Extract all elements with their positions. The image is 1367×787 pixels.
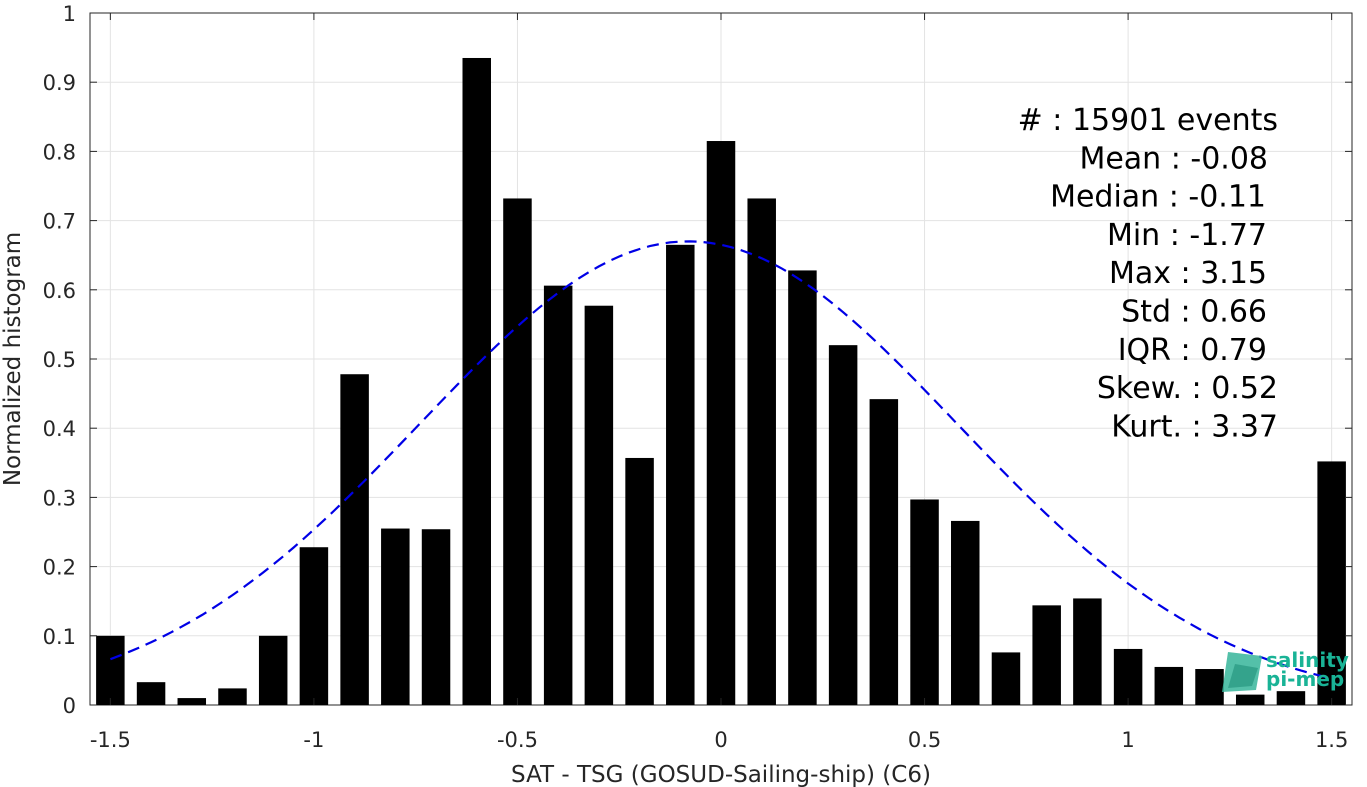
logo-text-line1: salinity xyxy=(1266,648,1349,672)
x-axis-label: SAT - TSG (GOSUD-Sailing-ship) (C6) xyxy=(511,762,931,787)
histogram-bar xyxy=(1235,694,1265,705)
histogram-bar xyxy=(96,635,125,705)
y-axis-label: Normalized histogram xyxy=(0,232,26,486)
x-axis-ticks: -1.5 -1 -0.5 0 0.5 1 1.5 xyxy=(90,13,1348,752)
histogram-bar xyxy=(1154,666,1184,705)
histogram-bar xyxy=(177,698,207,705)
y-tick-label: 1 xyxy=(63,2,76,26)
x-tick-label: 1.5 xyxy=(1315,728,1348,752)
histogram-bar xyxy=(666,244,695,705)
stats-line: IQR : 0.79 xyxy=(1118,333,1267,368)
histogram-bar xyxy=(951,520,980,705)
histogram-bar xyxy=(381,528,410,705)
salinity-pi-mep-logo: salinity pi-mep xyxy=(1222,648,1349,692)
histogram-bar xyxy=(218,688,247,705)
stats-line: Std : 0.66 xyxy=(1121,295,1267,330)
logo-shape-shade-icon xyxy=(1228,664,1258,688)
histogram-bar xyxy=(991,652,1021,705)
histogram-bar xyxy=(1317,461,1346,705)
histogram-bar xyxy=(788,270,817,705)
histogram-bar xyxy=(1073,598,1102,705)
x-tick-label: -1 xyxy=(303,728,324,752)
histogram-bar xyxy=(706,141,736,705)
histogram-bar xyxy=(1195,669,1224,705)
stats-line: Min : -1.77 xyxy=(1107,218,1267,253)
histogram-bar xyxy=(136,682,166,705)
histogram-bar xyxy=(299,547,329,705)
histogram-bar xyxy=(340,374,369,705)
y-tick-label: 0.8 xyxy=(43,140,76,164)
stats-line: Max : 3.15 xyxy=(1109,256,1267,291)
histogram-bar xyxy=(462,57,491,706)
stats-line: Skew. : 0.52 xyxy=(1097,371,1278,406)
stats-line: Kurt. : 3.37 xyxy=(1111,409,1278,444)
x-tick-label: -1.5 xyxy=(90,728,131,752)
y-axis-ticks: 0 0.1 0.2 0.3 0.4 0.5 0.6 0.7 0.8 0.9 1 xyxy=(43,2,1352,718)
histogram-bar xyxy=(258,635,288,705)
histogram-bar xyxy=(503,198,532,705)
histogram-bar xyxy=(828,345,858,705)
y-tick-label: 0 xyxy=(63,694,76,718)
histogram-bar xyxy=(584,305,614,705)
stats-line: Mean : -0.08 xyxy=(1079,141,1268,176)
y-tick-label: 0.7 xyxy=(43,210,76,234)
normal-fit-curve xyxy=(110,240,1332,680)
logo-text-line2: pi-mep xyxy=(1266,667,1344,691)
histogram-bar xyxy=(910,499,939,705)
y-tick-label: 0.4 xyxy=(43,417,76,441)
y-tick-label: 0.6 xyxy=(43,279,76,303)
histogram-bar xyxy=(747,198,776,705)
histogram-bar xyxy=(1276,691,1306,705)
stats-line: Median : -0.11 xyxy=(1050,180,1266,215)
histogram-bar xyxy=(1032,605,1061,705)
y-tick-label: 0.1 xyxy=(43,625,76,649)
bars-group xyxy=(96,57,1346,706)
histogram-bar xyxy=(543,285,573,705)
histogram-bar xyxy=(1113,648,1143,705)
x-tick-label: 1 xyxy=(1121,728,1134,752)
histogram-bar xyxy=(625,457,654,705)
y-tick-label: 0.2 xyxy=(43,556,76,580)
y-tick-label: 0.3 xyxy=(43,486,76,510)
stats-line: # : 15901 events xyxy=(1018,103,1278,138)
x-tick-label: 0 xyxy=(714,728,727,752)
histogram-bar xyxy=(869,399,899,705)
y-tick-label: 0.9 xyxy=(43,71,76,95)
x-tick-label: -0.5 xyxy=(497,728,538,752)
x-tick-label: 0.5 xyxy=(908,728,941,752)
histogram-bar xyxy=(421,529,451,705)
y-tick-label: 0.5 xyxy=(43,348,76,372)
